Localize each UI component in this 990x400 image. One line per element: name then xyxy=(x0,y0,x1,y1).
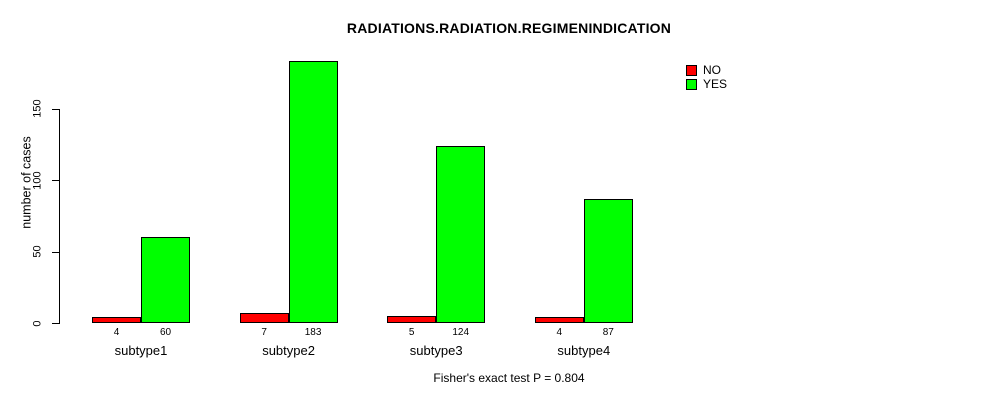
category-label-subtype3: subtype3 xyxy=(409,343,463,358)
y-axis-tick xyxy=(52,108,59,110)
bar-value-label-yes-subtype4: 87 xyxy=(602,327,614,338)
legend-item-no: NO xyxy=(686,64,727,77)
chart-title: RADIATIONS.RADIATION.REGIMENINDICATION xyxy=(346,20,672,36)
bar-yes-subtype1 xyxy=(141,237,190,323)
bar-value-label-no-subtype1: 4 xyxy=(113,327,120,338)
category-label-subtype1: subtype1 xyxy=(114,343,168,358)
y-axis-tick xyxy=(52,323,59,324)
y-axis-line xyxy=(59,108,60,324)
bar-no-subtype1 xyxy=(92,317,141,323)
legend-label-yes: YES xyxy=(703,77,728,91)
bar-yes-subtype4 xyxy=(583,198,633,323)
y-axis-tick-label: 150 xyxy=(31,99,44,118)
statistical-test-caption: Fisher's exact test P = 0.804 xyxy=(433,371,585,385)
y-axis-tick xyxy=(52,180,59,181)
y-axis-tick-label: 100 xyxy=(31,170,44,190)
legend-swatch-yes-icon xyxy=(686,79,697,90)
bar-value-label-yes-subtype2: 183 xyxy=(304,327,322,338)
bar-no-subtype4 xyxy=(534,317,584,323)
bar-value-label-yes-subtype3: 124 xyxy=(452,327,470,338)
bar-value-label-no-subtype3: 5 xyxy=(408,327,415,338)
y-axis-tick-label: 0 xyxy=(31,319,44,327)
bar-value-label-yes-subtype1: 60 xyxy=(159,327,172,338)
bar-value-label-no-subtype2: 7 xyxy=(261,327,267,338)
y-axis-tick-label: 50 xyxy=(31,245,44,258)
category-label-subtype4: subtype4 xyxy=(557,343,611,358)
bar-yes-subtype3 xyxy=(436,145,486,323)
y-axis-tick xyxy=(52,251,59,253)
bar-value-label-no-subtype4: 4 xyxy=(556,327,563,338)
bar-no-subtype2 xyxy=(239,312,289,323)
bar-yes-subtype2 xyxy=(288,61,338,323)
category-label-subtype2: subtype2 xyxy=(262,343,315,358)
bar-no-subtype3 xyxy=(387,315,437,323)
legend-item-yes: YES xyxy=(686,78,727,91)
legend: NO YES xyxy=(686,64,727,92)
legend-label-no: NO xyxy=(703,63,721,77)
legend-swatch-no-icon xyxy=(686,65,697,76)
